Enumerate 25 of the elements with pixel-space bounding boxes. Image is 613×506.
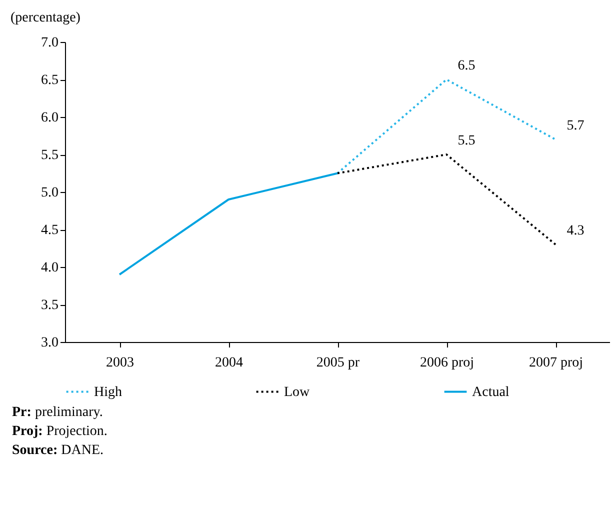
y-tick-label: 3.0 xyxy=(41,336,58,350)
data-label: 6.5 xyxy=(458,58,476,74)
source-note: Source: DANE. xyxy=(12,442,105,460)
x-tick-label: 2003 xyxy=(106,356,134,370)
data-label: 5.7 xyxy=(566,118,584,134)
y-tick-label: 4.0 xyxy=(41,260,58,276)
y-axis-title: (percentage) xyxy=(10,10,81,26)
y-tick-label: 6.0 xyxy=(41,110,58,126)
x-tick-label: 2004 xyxy=(215,356,243,370)
y-tick-label: 7.0 xyxy=(41,36,58,50)
y-tick-label: 4.5 xyxy=(41,223,58,238)
x-tick-label: 2005 pr xyxy=(316,356,360,370)
x-tick-label: 2006 proj xyxy=(420,356,474,370)
text: Proj: Projection. xyxy=(12,423,108,441)
legend-label: High xyxy=(94,384,122,400)
y-tick-label: 6.5 xyxy=(41,73,58,88)
legend-label: Low xyxy=(284,384,311,400)
y-tick-label: 5.0 xyxy=(41,186,58,200)
data-label: 4.3 xyxy=(566,224,584,238)
legend-label: Actual xyxy=(472,384,510,400)
x-tick-label: 2007 proj xyxy=(528,356,584,370)
data-label: 5.5 xyxy=(458,134,476,148)
text: Pr: preliminary. xyxy=(12,404,104,422)
y-tick-label: 3.5 xyxy=(41,298,58,313)
y-tick-label: 5.5 xyxy=(41,148,58,163)
